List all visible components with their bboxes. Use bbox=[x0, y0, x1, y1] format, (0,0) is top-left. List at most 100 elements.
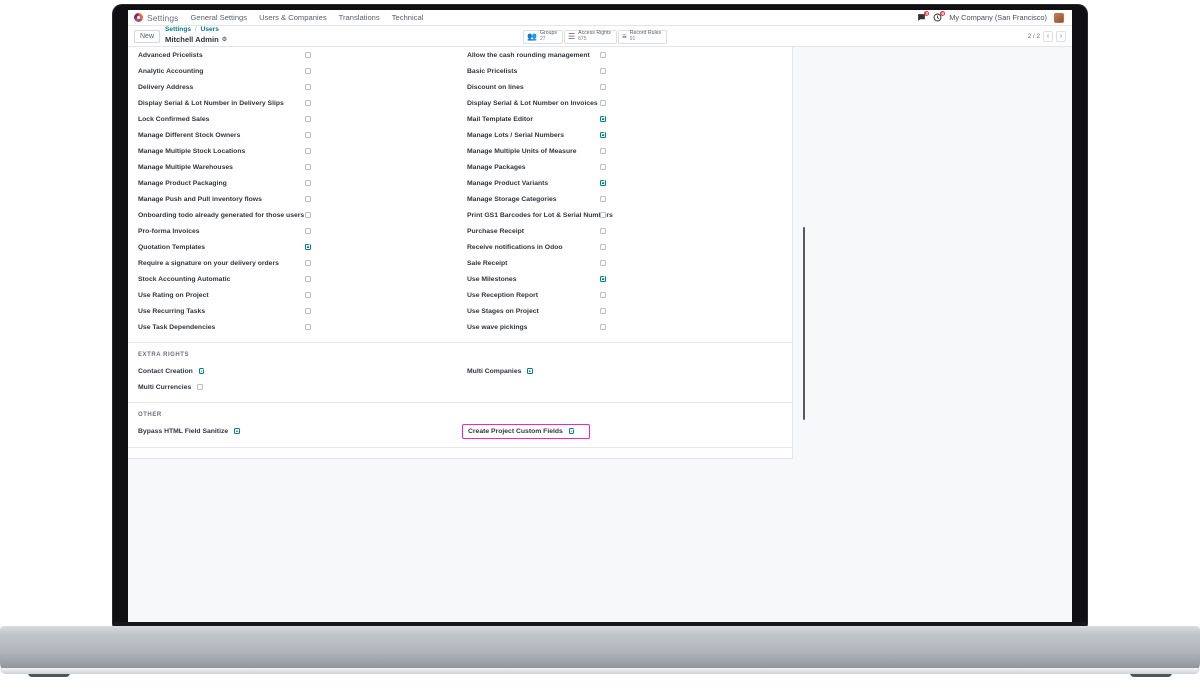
laptop-base bbox=[0, 626, 1200, 677]
gear-icon[interactable]: ⚙ bbox=[221, 37, 228, 44]
group-checkbox-slot bbox=[600, 195, 606, 204]
group-checkbox-slot bbox=[600, 307, 606, 316]
group-checkbox[interactable] bbox=[600, 52, 606, 58]
group-row: Display Serial & Lot Number on Invoices bbox=[467, 95, 792, 111]
group-checkbox-slot bbox=[600, 243, 606, 252]
group-checkbox[interactable] bbox=[305, 148, 311, 154]
group-row: Require a signature on your delivery ord… bbox=[138, 255, 460, 271]
group-checkbox[interactable] bbox=[600, 148, 606, 154]
setting-row: Multi Companies bbox=[467, 363, 792, 379]
group-checkbox[interactable] bbox=[305, 308, 311, 314]
breadcrumb-users[interactable]: Users bbox=[200, 26, 219, 34]
group-checkbox[interactable] bbox=[305, 180, 311, 186]
group-checkbox-slot bbox=[305, 227, 311, 236]
group-checkbox[interactable] bbox=[600, 115, 606, 122]
setting-checkbox[interactable] bbox=[197, 384, 203, 390]
group-checkbox[interactable] bbox=[600, 196, 606, 202]
setting-checkbox[interactable] bbox=[198, 368, 205, 374]
new-button[interactable]: New bbox=[134, 29, 161, 43]
group-checkbox[interactable] bbox=[600, 292, 606, 298]
stat-button-groups[interactable]: 👥 Groups 27 bbox=[523, 30, 563, 44]
record-rules-icon: ≡ bbox=[622, 32, 627, 41]
pager-next-button[interactable]: › bbox=[1056, 31, 1066, 42]
group-label: Use Task Dependencies bbox=[138, 323, 216, 331]
group-checkbox[interactable] bbox=[305, 324, 311, 330]
group-label: Manage Product Packaging bbox=[138, 179, 227, 187]
menu-users-companies[interactable]: Users & Companies bbox=[259, 13, 327, 22]
group-checkbox[interactable] bbox=[305, 276, 311, 282]
group-checkbox[interactable] bbox=[600, 100, 606, 106]
group-label: Pro-forma Invoices bbox=[138, 227, 200, 235]
group-checkbox-slot bbox=[600, 323, 606, 332]
group-row: Manage Push and Pull inventory flows bbox=[138, 191, 460, 207]
group-checkbox-slot bbox=[305, 259, 311, 268]
group-row: Allow the cash rounding management bbox=[467, 47, 792, 63]
group-checkbox-slot bbox=[305, 51, 311, 60]
group-checkbox-slot bbox=[600, 275, 606, 284]
stat-record-rules-label: Record Rules bbox=[629, 30, 662, 37]
odoo-logo-icon[interactable] bbox=[134, 13, 143, 22]
current-app-name[interactable]: Settings bbox=[147, 12, 179, 23]
group-label: Manage Multiple Units of Measure bbox=[467, 147, 577, 155]
group-checkbox-slot bbox=[600, 99, 606, 108]
group-checkbox[interactable] bbox=[305, 212, 311, 218]
setting-checkbox[interactable] bbox=[568, 428, 575, 434]
form-scroll-area[interactable]: Advanced Pricelists Analytic Accounting De… bbox=[128, 47, 1072, 622]
group-checkbox[interactable] bbox=[305, 116, 311, 122]
stat-button-access-rights[interactable]: ☰ Access Rights 675 bbox=[563, 30, 618, 44]
group-checkbox[interactable] bbox=[600, 275, 606, 282]
setting-checkbox[interactable] bbox=[234, 428, 240, 434]
group-checkbox[interactable] bbox=[305, 196, 311, 202]
activities-icon[interactable]: 6 bbox=[933, 11, 946, 22]
group-checkbox[interactable] bbox=[305, 68, 311, 74]
group-checkbox[interactable] bbox=[305, 292, 311, 298]
group-row: Pro-forma Invoices bbox=[138, 223, 460, 239]
group-checkbox-slot bbox=[600, 51, 606, 60]
stat-button-record-rules[interactable]: ≡ Record Rules 91 bbox=[618, 30, 668, 44]
menu-translations[interactable]: Translations bbox=[338, 13, 380, 22]
group-checkbox[interactable] bbox=[305, 260, 311, 266]
group-checkbox[interactable] bbox=[600, 131, 606, 138]
group-checkbox[interactable] bbox=[600, 212, 606, 218]
menu-technical[interactable]: Technical bbox=[391, 13, 424, 22]
group-checkbox[interactable] bbox=[600, 324, 606, 330]
group-row: Stock Accounting Automatic bbox=[138, 271, 460, 287]
avatar[interactable] bbox=[1054, 12, 1064, 23]
group-checkbox-slot bbox=[600, 83, 606, 92]
other-left: Bypass HTML Field Sanitize bbox=[128, 423, 460, 439]
other-right: Create Project Custom Fields bbox=[460, 423, 792, 439]
group-checkbox[interactable] bbox=[600, 228, 606, 234]
group-label: Basic Pricelists bbox=[467, 67, 518, 75]
group-checkbox-slot bbox=[305, 243, 311, 252]
group-checkbox[interactable] bbox=[305, 164, 311, 170]
group-checkbox[interactable] bbox=[600, 164, 606, 170]
group-row: Quotation Templates bbox=[138, 239, 460, 255]
group-checkbox[interactable] bbox=[305, 132, 311, 138]
group-checkbox[interactable] bbox=[305, 52, 311, 58]
group-checkbox[interactable] bbox=[305, 100, 311, 106]
group-checkbox[interactable] bbox=[600, 260, 606, 266]
group-label: Stock Accounting Automatic bbox=[138, 275, 231, 283]
company-switcher[interactable]: My Company (San Francisco) bbox=[949, 13, 1047, 22]
section-divider-2 bbox=[128, 402, 792, 403]
group-checkbox[interactable] bbox=[305, 243, 311, 250]
group-checkbox[interactable] bbox=[600, 244, 606, 250]
group-checkbox[interactable] bbox=[600, 308, 606, 314]
setting-row: Create Project Custom Fields bbox=[462, 423, 792, 439]
section-divider-1 bbox=[128, 342, 792, 343]
vertical-scrollbar[interactable] bbox=[803, 227, 805, 420]
group-checkbox[interactable] bbox=[600, 179, 606, 186]
menu-general-settings[interactable]: General Settings bbox=[190, 13, 248, 22]
messages-icon[interactable]: 3 bbox=[917, 11, 930, 22]
group-checkbox[interactable] bbox=[305, 228, 311, 234]
pager-previous-button[interactable]: ‹ bbox=[1043, 31, 1053, 42]
group-checkbox[interactable] bbox=[600, 84, 606, 90]
group-checkbox[interactable] bbox=[600, 68, 606, 74]
setting-checkbox[interactable] bbox=[527, 368, 533, 374]
group-label: Onboarding todo already generated for th… bbox=[138, 211, 305, 219]
breadcrumb-settings[interactable]: Settings bbox=[165, 26, 192, 34]
setting-label: Bypass HTML Field Sanitize bbox=[138, 427, 229, 435]
group-checkbox-slot bbox=[305, 291, 311, 300]
group-checkbox[interactable] bbox=[305, 84, 311, 90]
highlighted-setting[interactable]: Create Project Custom Fields bbox=[462, 423, 590, 439]
